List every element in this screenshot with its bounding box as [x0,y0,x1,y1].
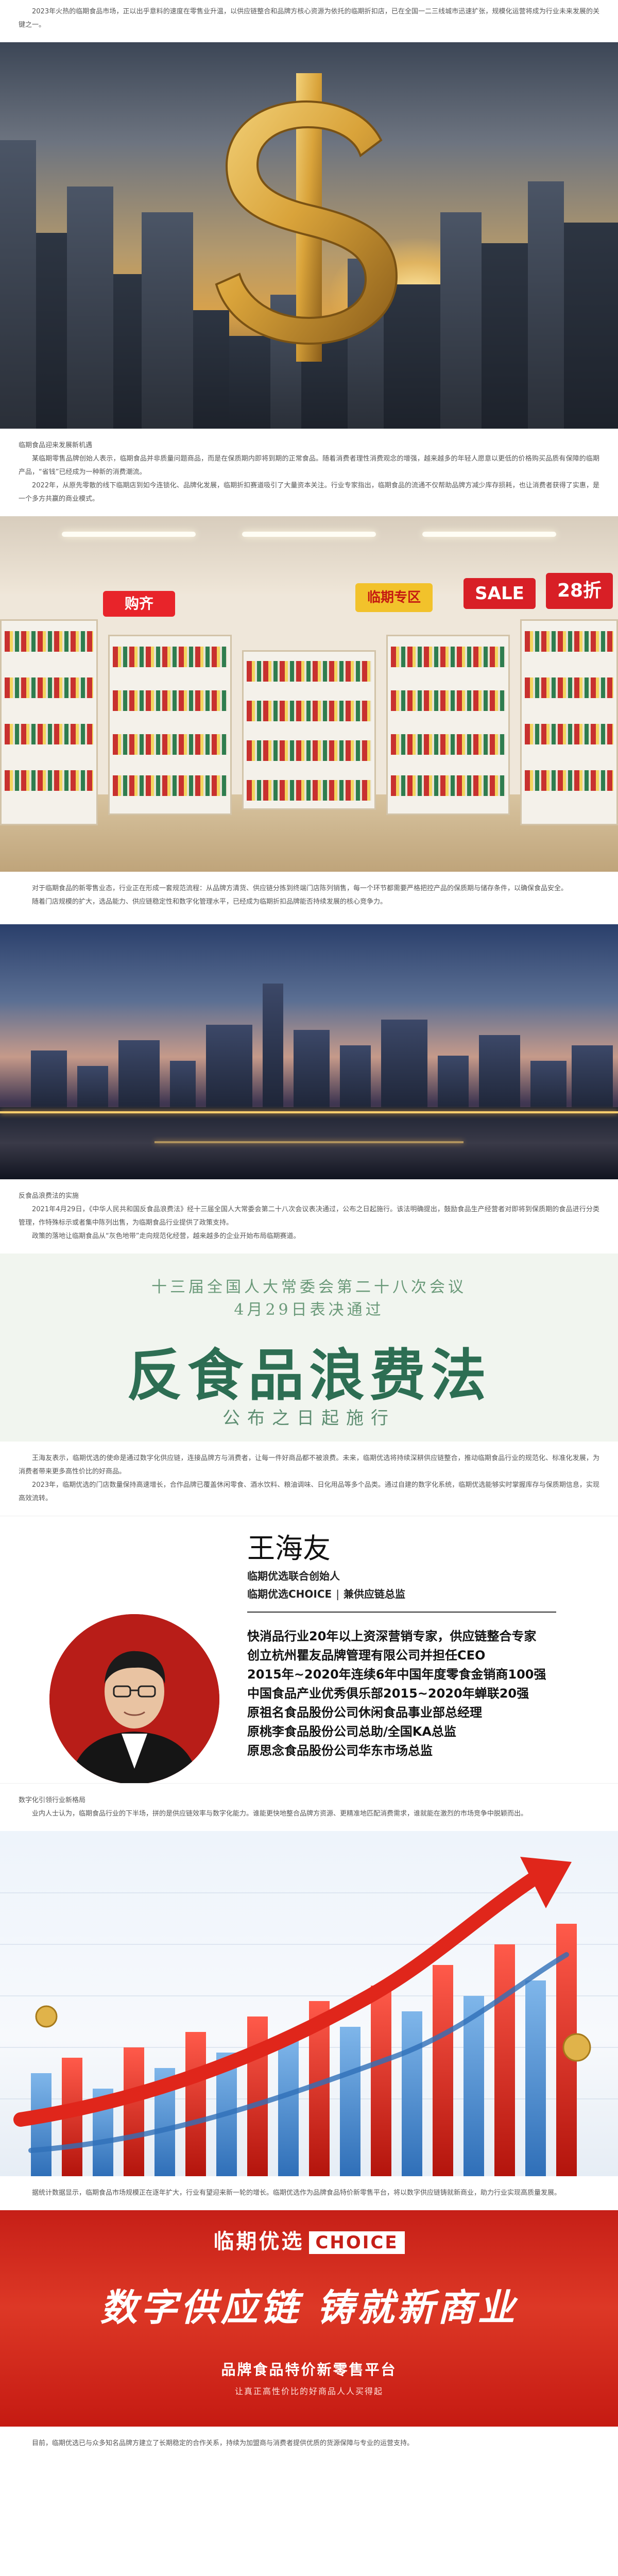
building [206,1025,252,1112]
article-section-2: 对于临期食品的新零售业态，行业正在形成一套规范流程：从品牌方清货、供应链分拣到终… [0,882,618,909]
person-name: 王海友 [247,1533,331,1564]
brand-name: 临期优选 [213,2230,304,2253]
paragraph: 2021年4月29日，《中华人民共和国反食品浪费法》经十三届全国人大常委会第二十… [19,1206,599,1227]
building [384,284,440,429]
brand-tag: CHOICE [309,2231,405,2254]
section-subheading: 反食品浪费法的实施 [19,1192,79,1200]
bio-item: 原思念食品股份公司华东市场总监 [247,1743,433,1758]
banner-slogan: 数字供应链 铸就新商业 [100,2286,518,2329]
sale-sign: 购齐 [103,591,175,617]
building [0,140,36,429]
ceiling-light [62,532,196,537]
divider [247,1612,556,1613]
person-bio-list: 快消品行业20年以上资深营销专家，供应链整合专家 创立杭州瞿友品牌管理有限公司并… [247,1627,577,1760]
building [77,1066,108,1112]
person-profile-card: 王海友 临期优选联合创始人 临期优选CHOICE | 兼供应链总监 快消品行业20年… [0,1516,618,1784]
paragraph: 2023年火热的临期食品市场，正以出乎意料的速度在零售业升温，以供应链整合和品牌… [19,8,599,29]
anti-food-waste-law-banner: 十三届全国人大常委会第二十八次会议 4月29日表决通过 反食品浪费法 公布之日起… [0,1253,618,1442]
shelf [108,635,232,815]
building [67,187,113,429]
building [170,1061,196,1112]
city-dollar-image [0,42,618,429]
building [482,243,528,429]
building [193,310,229,429]
ceiling-light [242,532,376,537]
bio-item: 2015年~2020年连续6年中国年度零食金销商100强 [247,1667,546,1682]
banner-platform: 品牌食品特价新零售平台 [221,2361,397,2378]
building [479,1035,520,1112]
paragraph: 某临期零售品牌创始人表示，临期食品并非质量问题商品，而是在保质期内即将到期的正常… [19,455,599,476]
bio-item: 快消品行业20年以上资深营销专家，供应链整合专家 [247,1629,537,1643]
city-night-image [0,924,618,1179]
person-title: 临期优选联合创始人 [247,1570,340,1582]
building [229,336,270,429]
building [36,233,67,429]
river [0,1107,618,1179]
rising-arrow-icon [0,1857,618,2176]
shelf [0,619,98,825]
article-section-3: 2021年4月29日，《中华人民共和国反食品浪费法》经十三届全国人大常委会第二十… [0,1203,618,1243]
brand-logo: 临期优选 CHOICE [0,2225,618,2255]
article-section-5: 业内人士认为，临期食品行业的下半场，拼的是供应链效率与数字化能力。谁能更快地整合… [0,1807,618,1821]
building [294,1030,330,1112]
paragraph: 王海友表示，临期优选的使命是通过数字化供应链，连接品牌方与消费者，让每一件好商品… [19,1454,599,1476]
paragraph: 政策的落地让临期食品从“灰色地带”走向规范化经营，越来越多的企业开始布局临期赛道… [32,1232,300,1240]
building [564,223,618,429]
sale-sign: 28折 [546,573,613,609]
person-title-2: 临期优选CHOICE | 兼供应链总监 [247,1588,405,1600]
article-intro: 2023年火热的临期食品市场，正以出乎意料的速度在零售业升温，以供应链整合和品牌… [0,5,618,32]
paragraph: 目前，临期优选已与众多知名品牌方建立了长期稳定的合作关系，持续为加盟商与消费者提… [32,2439,414,2447]
bio-item: 创立杭州瞿友品牌管理有限公司并担任CEO [247,1648,486,1663]
section-subheading: 临期食品迎来发展新机遇 [19,442,93,449]
paragraph: 对于临期食品的新零售业态，行业正在形成一套规范流程：从品牌方清货、供应链分拣到终… [32,885,568,892]
building [530,1061,566,1112]
paragraph: 2023年，临期优选的门店数量保持高速增长，合作品牌已覆盖休闲零食、酒水饮料、粮… [19,1481,599,1502]
avatar [49,1614,219,1783]
ceiling-light [422,532,556,537]
bio-item: 原桃李食品股份公司总助/全国KA总监 [247,1724,456,1739]
building [440,212,482,429]
law-banner-line2: 4月29日表决通过 [234,1301,384,1319]
law-banner-title: 反食品浪费法 [126,1343,491,1408]
article-section-4: 王海友表示，临期优选的使命是通过数字化供应链，连接品牌方与消费者，让每一件好商品… [0,1452,618,1505]
bio-item: 中国食品产业优秀俱乐部2015~2020年蝉联20强 [247,1686,529,1701]
paragraph: 业内人士认为，临期食品行业的下半场，拼的是供应链效率与数字化能力。谁能更快地整合… [32,1810,528,1818]
paragraph: 据统计数据显示，临期食品市场规模正在逐年扩大，行业有望迎来新一轮的增长。临期优选… [32,2189,561,2197]
article-page: 2023年火热的临期食品市场，正以出乎意料的速度在零售业升温，以供应链整合和品牌… [0,5,618,2450]
bridge-lights [0,1111,618,1113]
sale-sign: 临期专区 [355,583,433,612]
building [142,212,193,429]
paragraph: 随着门店规模的扩大，选品能力、供应链稳定性和数字化管理水平，已经成为临期折扣品牌… [32,898,387,906]
building [118,1040,160,1112]
building [438,1056,469,1112]
supermarket-image: 购齐 临期专区 SALE 28折 [0,516,618,872]
building [31,1050,67,1112]
law-banner-line1: 十三届全国人大常委会第二十八次会议 [151,1278,467,1296]
sale-sign: SALE [464,578,536,609]
shelf [520,619,618,825]
building [263,984,283,1112]
section-subheading: 数字化引领行业新格局 [19,1797,86,1804]
dollar-sign-icon [196,73,422,362]
building [340,1045,371,1112]
law-banner-subtitle: 公布之日起施行 [222,1408,396,1429]
job-title: 兼供应链总监 [343,1588,405,1600]
building [572,1045,613,1112]
shelf [386,635,510,815]
company-name: 临期优选CHOICE [247,1588,332,1600]
article-section-1: 某临期零售品牌创始人表示，临期食品并非质量问题商品，而是在保质期内即将到期的正常… [0,452,618,506]
paragraph: 2022年，从原先零散的线下临期店到如今连锁化、品牌化发展，临期折扣赛道吸引了大… [19,482,599,503]
shelf [242,650,376,810]
article-section-7: 目前，临期优选已与众多知名品牌方建立了长期稳定的合作关系，持续为加盟商与消费者提… [0,2437,618,2450]
article-section-6: 据统计数据显示，临期食品市场规模正在逐年扩大，行业有望迎来新一轮的增长。临期优选… [0,2187,618,2200]
choice-brand-banner: 临期优选 CHOICE 数字供应链 铸就新商业 品牌食品特价新零售平台 让真正高性… [0,2210,618,2427]
bio-item: 原祖名食品股份公司休闲食品事业部总经理 [247,1705,482,1720]
road-lights [154,1141,464,1143]
building [528,181,564,429]
building [381,1020,427,1112]
growth-chart-illustration [0,1831,618,2176]
building [113,274,142,429]
banner-tagline: 让真正高性价比的好商品人人买得起 [234,2386,383,2396]
